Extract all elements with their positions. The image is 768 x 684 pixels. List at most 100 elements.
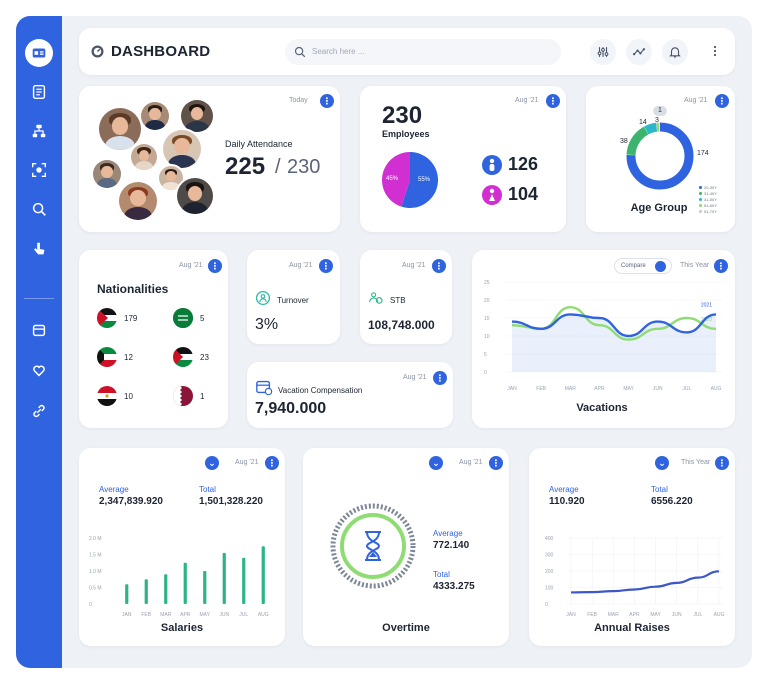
chart-toggle-button[interactable]: ⌄: [205, 456, 219, 470]
sidebar-item-favorites[interactable]: [27, 358, 51, 382]
pie-slice: [401, 152, 438, 208]
salaries-title: Salaries: [160, 622, 204, 634]
callout-bubble: [653, 106, 667, 116]
card-menu-button[interactable]: ⋮: [320, 94, 334, 108]
chart-toggle-button[interactable]: ⌄: [429, 456, 443, 470]
document-icon: [32, 84, 46, 100]
bar: [144, 579, 148, 604]
y-tick-label: 0: [89, 602, 92, 608]
heart-icon: [33, 365, 45, 377]
avatar: [139, 100, 171, 132]
turnover-icon: [255, 290, 271, 306]
card-menu-button[interactable]: ⋮: [715, 94, 729, 108]
avatar: [91, 158, 123, 190]
x-tick-label: JAN: [507, 386, 517, 392]
legend-item: 20-30Y: [699, 185, 717, 191]
period-tag: This Year: [680, 262, 710, 269]
sidebar-item-search[interactable]: [27, 197, 51, 221]
y-tick-label: 400: [545, 536, 554, 542]
card-menu-button[interactable]: ⋮: [319, 259, 333, 273]
sidebar-item-dashboard[interactable]: [25, 39, 53, 67]
card-menu-button[interactable]: ⋮: [546, 94, 560, 108]
y-tick-label: 300: [545, 553, 554, 559]
nationality-count: 5: [200, 314, 205, 323]
x-tick-label: JUN: [653, 386, 663, 392]
graph-nodes-icon: [632, 48, 646, 56]
x-tick-label: AUG: [714, 612, 725, 618]
period-tag: Aug '21: [402, 262, 426, 269]
bar: [183, 562, 187, 604]
sidebar-item-documents[interactable]: [27, 80, 51, 104]
series-line: [511, 313, 717, 338]
x-tick-label: MAR: [608, 612, 620, 618]
search-bar[interactable]: Search here ...: [285, 39, 561, 65]
nationalities-title: Nationalities: [97, 282, 169, 296]
pie-male-label: 55%: [418, 177, 431, 183]
sidebar-item-links[interactable]: [27, 399, 51, 423]
more-options-button[interactable]: [713, 44, 717, 58]
turnover-value: 3%: [255, 316, 279, 333]
x-tick-label: APR: [594, 386, 605, 392]
y-tick-label: 20: [484, 298, 490, 304]
x-tick-label: APR: [629, 612, 640, 618]
employee-count: 230: [382, 102, 423, 129]
search-people-icon: [32, 202, 46, 216]
salaries-card: ⌄ Aug '21 ⋮ Average 2,347,839.920 Total …: [79, 448, 285, 646]
hourglass-icon: [365, 531, 381, 561]
kebab-icon: [713, 45, 717, 57]
average-value: 2,347,839.920: [99, 496, 163, 507]
egypt-flag-icon: [97, 386, 117, 406]
compare-label: Compare: [621, 263, 646, 269]
notifications-button[interactable]: [662, 39, 688, 65]
x-tick-label: MAR: [565, 386, 577, 392]
card-menu-button[interactable]: ⋮: [489, 456, 503, 470]
compare-switch-icon: [655, 261, 666, 272]
compare-toggle[interactable]: Compare: [614, 258, 672, 274]
search-icon: [294, 46, 306, 58]
attendance-total: 230: [287, 156, 321, 178]
avatar: [129, 142, 159, 172]
y-tick-label: 5: [484, 352, 487, 358]
legend-item: 51-70Y: [699, 209, 717, 215]
bar: [203, 571, 207, 604]
female-icon: [482, 185, 502, 205]
average-value: 110.920: [549, 496, 585, 507]
donut-segment: [626, 122, 694, 190]
search-placeholder: Search here ...: [312, 47, 365, 56]
hand-pointer-icon: [34, 242, 45, 255]
card-menu-button[interactable]: ⋮: [715, 456, 729, 470]
sidebar-item-calendar[interactable]: [27, 318, 51, 342]
calendar-icon: [32, 324, 46, 337]
analytics-button[interactable]: [626, 39, 652, 65]
bar: [222, 552, 226, 604]
card-menu-button[interactable]: ⋮: [433, 371, 447, 385]
donut-segment: [644, 122, 658, 135]
series-line: [570, 570, 720, 594]
jordan-flag-icon: [97, 308, 117, 328]
attendance-label: Daily Attendance: [225, 139, 293, 149]
avatar: [97, 106, 143, 152]
age-legend: 20-30Y 31-40Y 41-50Y 51-60Y 51-70Y: [699, 185, 717, 215]
chart-toggle-button[interactable]: ⌄: [655, 456, 669, 470]
qatar-flag-icon: [173, 386, 193, 406]
legend-swatch: [699, 186, 702, 189]
card-menu-button[interactable]: ⋮: [714, 259, 728, 273]
sidebar-item-scan[interactable]: [27, 158, 51, 182]
card-menu-button[interactable]: ⋮: [208, 259, 222, 273]
org-chart-icon: [32, 124, 46, 138]
overtime-gauge: [330, 503, 416, 589]
speedometer-icon: [91, 45, 104, 58]
card-menu-button[interactable]: ⋮: [432, 259, 446, 273]
bell-icon: [669, 47, 681, 58]
nationality-count: 23: [200, 353, 209, 362]
sidebar-item-touch[interactable]: [27, 237, 51, 261]
card-menu-button[interactable]: ⋮: [265, 456, 279, 470]
x-tick-label: AUG: [258, 612, 269, 618]
x-tick-label: FEB: [536, 386, 546, 392]
area-fill: [512, 314, 716, 372]
employees-label: Employees: [382, 129, 430, 139]
sidebar-item-org[interactable]: [27, 119, 51, 143]
filter-button[interactable]: [590, 39, 616, 65]
x-tick-label: FEB: [587, 612, 597, 618]
pie-female-label: 45%: [386, 176, 399, 182]
